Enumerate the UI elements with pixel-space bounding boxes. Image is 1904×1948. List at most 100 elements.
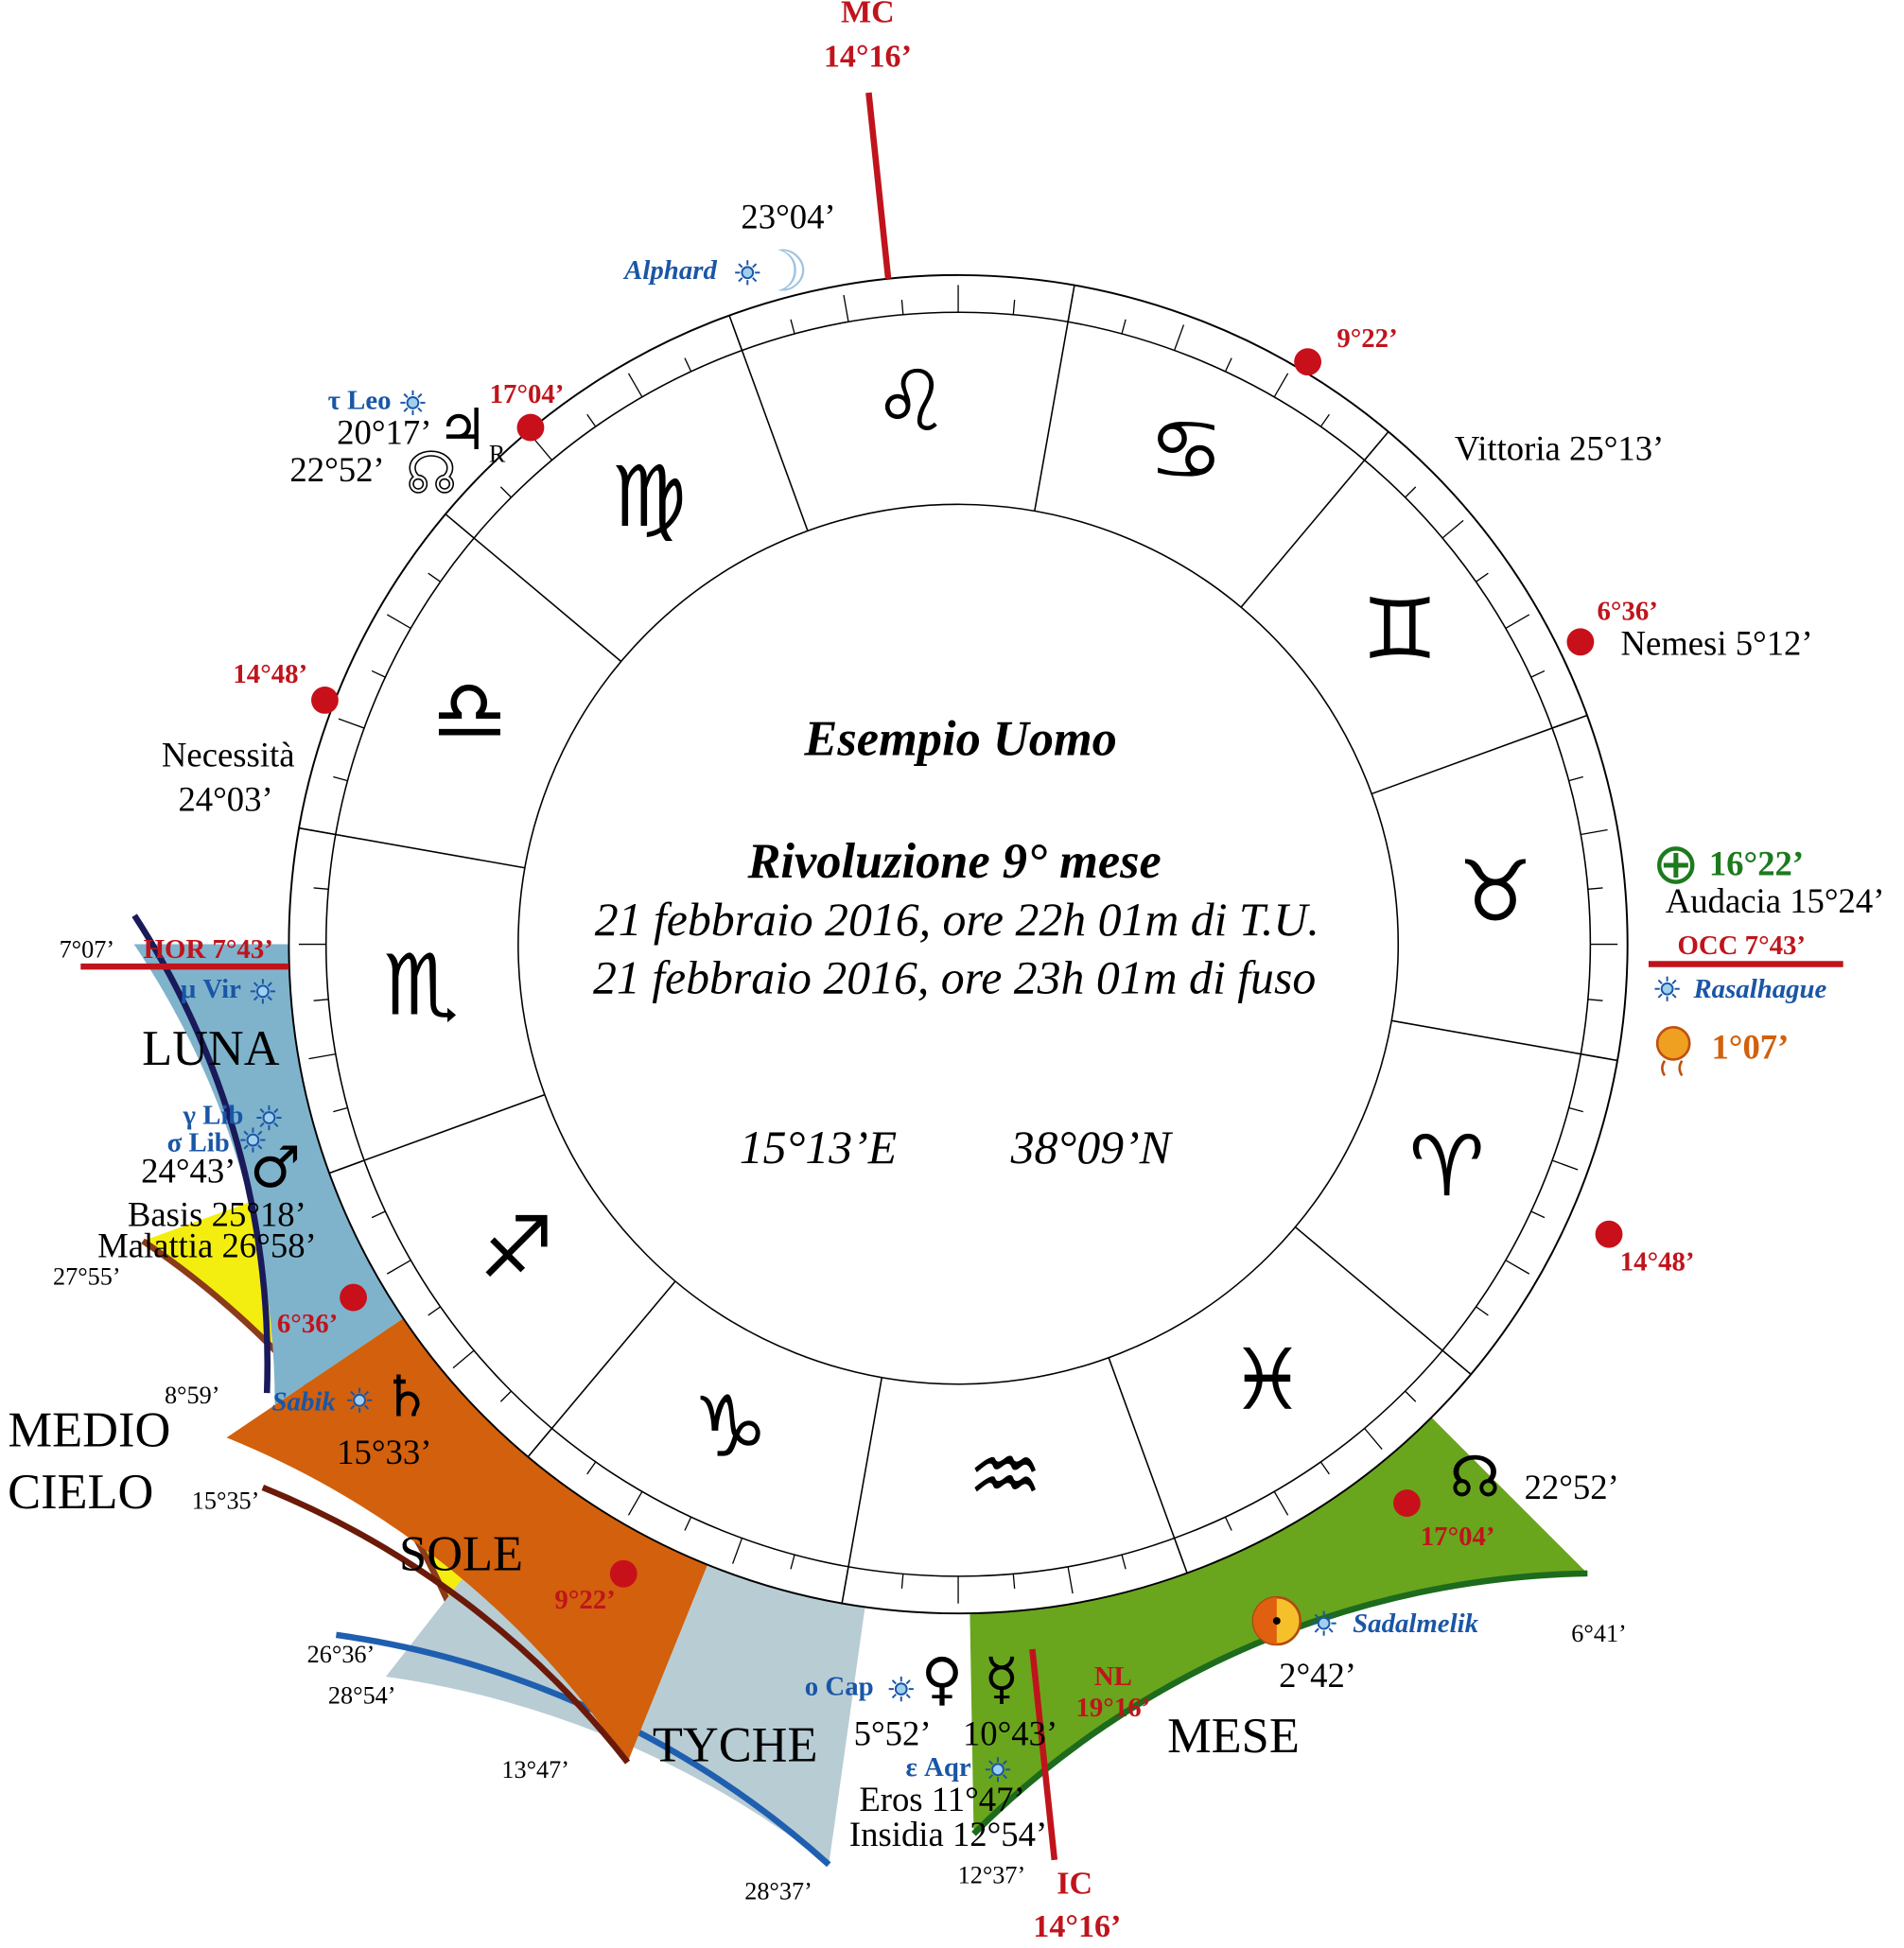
degree-tick	[684, 357, 692, 373]
label: 9°22’	[554, 1585, 615, 1615]
degree-tick	[452, 1349, 475, 1369]
star-ray	[1657, 993, 1663, 999]
degree-tick	[313, 887, 329, 890]
label: 26°36’	[307, 1641, 376, 1668]
label: MESE	[1167, 1709, 1300, 1764]
degree-tick	[428, 1306, 441, 1316]
star-ray	[891, 1679, 897, 1685]
star-ray	[738, 277, 743, 283]
degree-tick	[586, 1461, 597, 1475]
star-ray	[257, 1130, 263, 1136]
degree-tick	[1505, 1260, 1530, 1275]
degree-tick	[1568, 1106, 1583, 1113]
star-ray	[253, 982, 259, 987]
star-ray	[891, 1693, 897, 1699]
degree-tick	[338, 718, 365, 729]
sign-glyph: ♉	[1458, 843, 1533, 941]
label: τ Leo	[328, 385, 392, 415]
chart-elements: ♌ ♋♊♉♈♓♒♑♐♏♎♍☽♃☊♂♄♀ ☿☊⊕MC14°16’23°04’Alpha…	[8, 0, 1884, 1944]
star-icon	[353, 1393, 366, 1407]
star-ray	[273, 1122, 279, 1127]
degree-tick	[1012, 1574, 1016, 1590]
degree-tick	[1012, 300, 1016, 315]
degree-tick	[1405, 1390, 1417, 1402]
label: 2°42’	[1279, 1656, 1356, 1695]
degree-tick	[1273, 1491, 1289, 1516]
star-icon	[894, 1682, 908, 1696]
label: 14°48’	[1620, 1246, 1695, 1277]
star-ray	[267, 982, 272, 987]
star-icon	[1317, 1616, 1331, 1630]
label: 6°36’	[1598, 596, 1658, 626]
label: 14°16’	[824, 40, 912, 75]
degree-tick	[386, 614, 411, 629]
sign-glyph: ♎	[431, 662, 507, 760]
planet-glyph: ☊	[406, 441, 457, 507]
sign-glyph: ♒	[968, 1427, 1043, 1525]
label: LUNA	[142, 1021, 280, 1076]
star-ray	[905, 1679, 911, 1685]
degree-tick	[1441, 519, 1464, 539]
planet-glyph: ☿	[984, 1646, 1019, 1713]
label: 15°33’	[337, 1433, 431, 1471]
label: 9°22’	[1336, 323, 1397, 354]
point-dot	[1566, 628, 1595, 656]
degree-tick	[684, 1516, 692, 1531]
label: HOR 7°43’	[144, 934, 273, 965]
label: 20°17’	[337, 413, 431, 452]
label: Malattia 26°58’	[97, 1226, 317, 1264]
star-ray	[363, 1390, 370, 1396]
label: Insidia 12°54’	[849, 1815, 1047, 1853]
degree-tick	[900, 1574, 904, 1590]
degree-tick	[1174, 324, 1185, 351]
degree-tick	[790, 319, 795, 335]
label: σ Lib	[167, 1127, 230, 1157]
degree-tick	[371, 670, 386, 678]
eclipse-icon	[1272, 1617, 1281, 1625]
label: Audacia 15°24’	[1666, 881, 1885, 920]
star-ray	[417, 407, 423, 412]
star-ray	[259, 1122, 265, 1127]
label: Nemesi 5°12’	[1620, 623, 1812, 662]
sign-glyph: ♑	[692, 1379, 768, 1477]
title: Esempio Uomo	[803, 711, 1116, 766]
label: ε Aqr	[906, 1752, 971, 1783]
star-ray	[1002, 1760, 1007, 1765]
point-dot	[609, 1559, 638, 1588]
label: μ Vir	[181, 974, 241, 1004]
planet-glyph: ⊕	[1652, 831, 1701, 897]
eclipse-icon	[1252, 1597, 1277, 1644]
planet-glyph: ♃	[437, 397, 488, 463]
inner-circle	[517, 503, 1400, 1385]
point-dot	[1595, 1220, 1623, 1248]
degree-tick	[843, 294, 849, 322]
planet-glyph: ♀	[921, 1646, 963, 1713]
label: NL	[1094, 1661, 1132, 1692]
label: 22°52’	[289, 450, 384, 489]
sign-glyph: ♊	[1362, 581, 1438, 679]
star-icon	[1660, 982, 1674, 996]
star-ray	[1328, 1613, 1334, 1619]
star-ray	[403, 407, 409, 412]
sign-glyph: ♈	[1409, 1118, 1485, 1216]
star-ray	[350, 1404, 356, 1410]
planet-icon	[1655, 1026, 1691, 1061]
degree-tick	[1551, 1159, 1579, 1171]
star-icon	[256, 984, 270, 999]
latitude: 38°09’N	[1010, 1122, 1174, 1174]
label: Eros 11°47’	[859, 1780, 1024, 1818]
label: Sabik	[272, 1386, 337, 1417]
degree-tick	[627, 1491, 643, 1516]
sign-divider	[445, 513, 622, 663]
degree-tick	[1273, 373, 1289, 398]
date-line: 21 febbraio 2016, ore 22h 01m di T.U.	[595, 894, 1319, 946]
label: TYCHE	[653, 1717, 818, 1772]
sign-divider	[841, 1377, 883, 1604]
star-ray	[905, 1693, 911, 1699]
sign-glyph: ♋	[1148, 401, 1224, 499]
star-ray	[1671, 979, 1677, 984]
label: 10°43’	[963, 1714, 1057, 1753]
star-ray	[1657, 979, 1663, 984]
label: R	[489, 440, 506, 467]
